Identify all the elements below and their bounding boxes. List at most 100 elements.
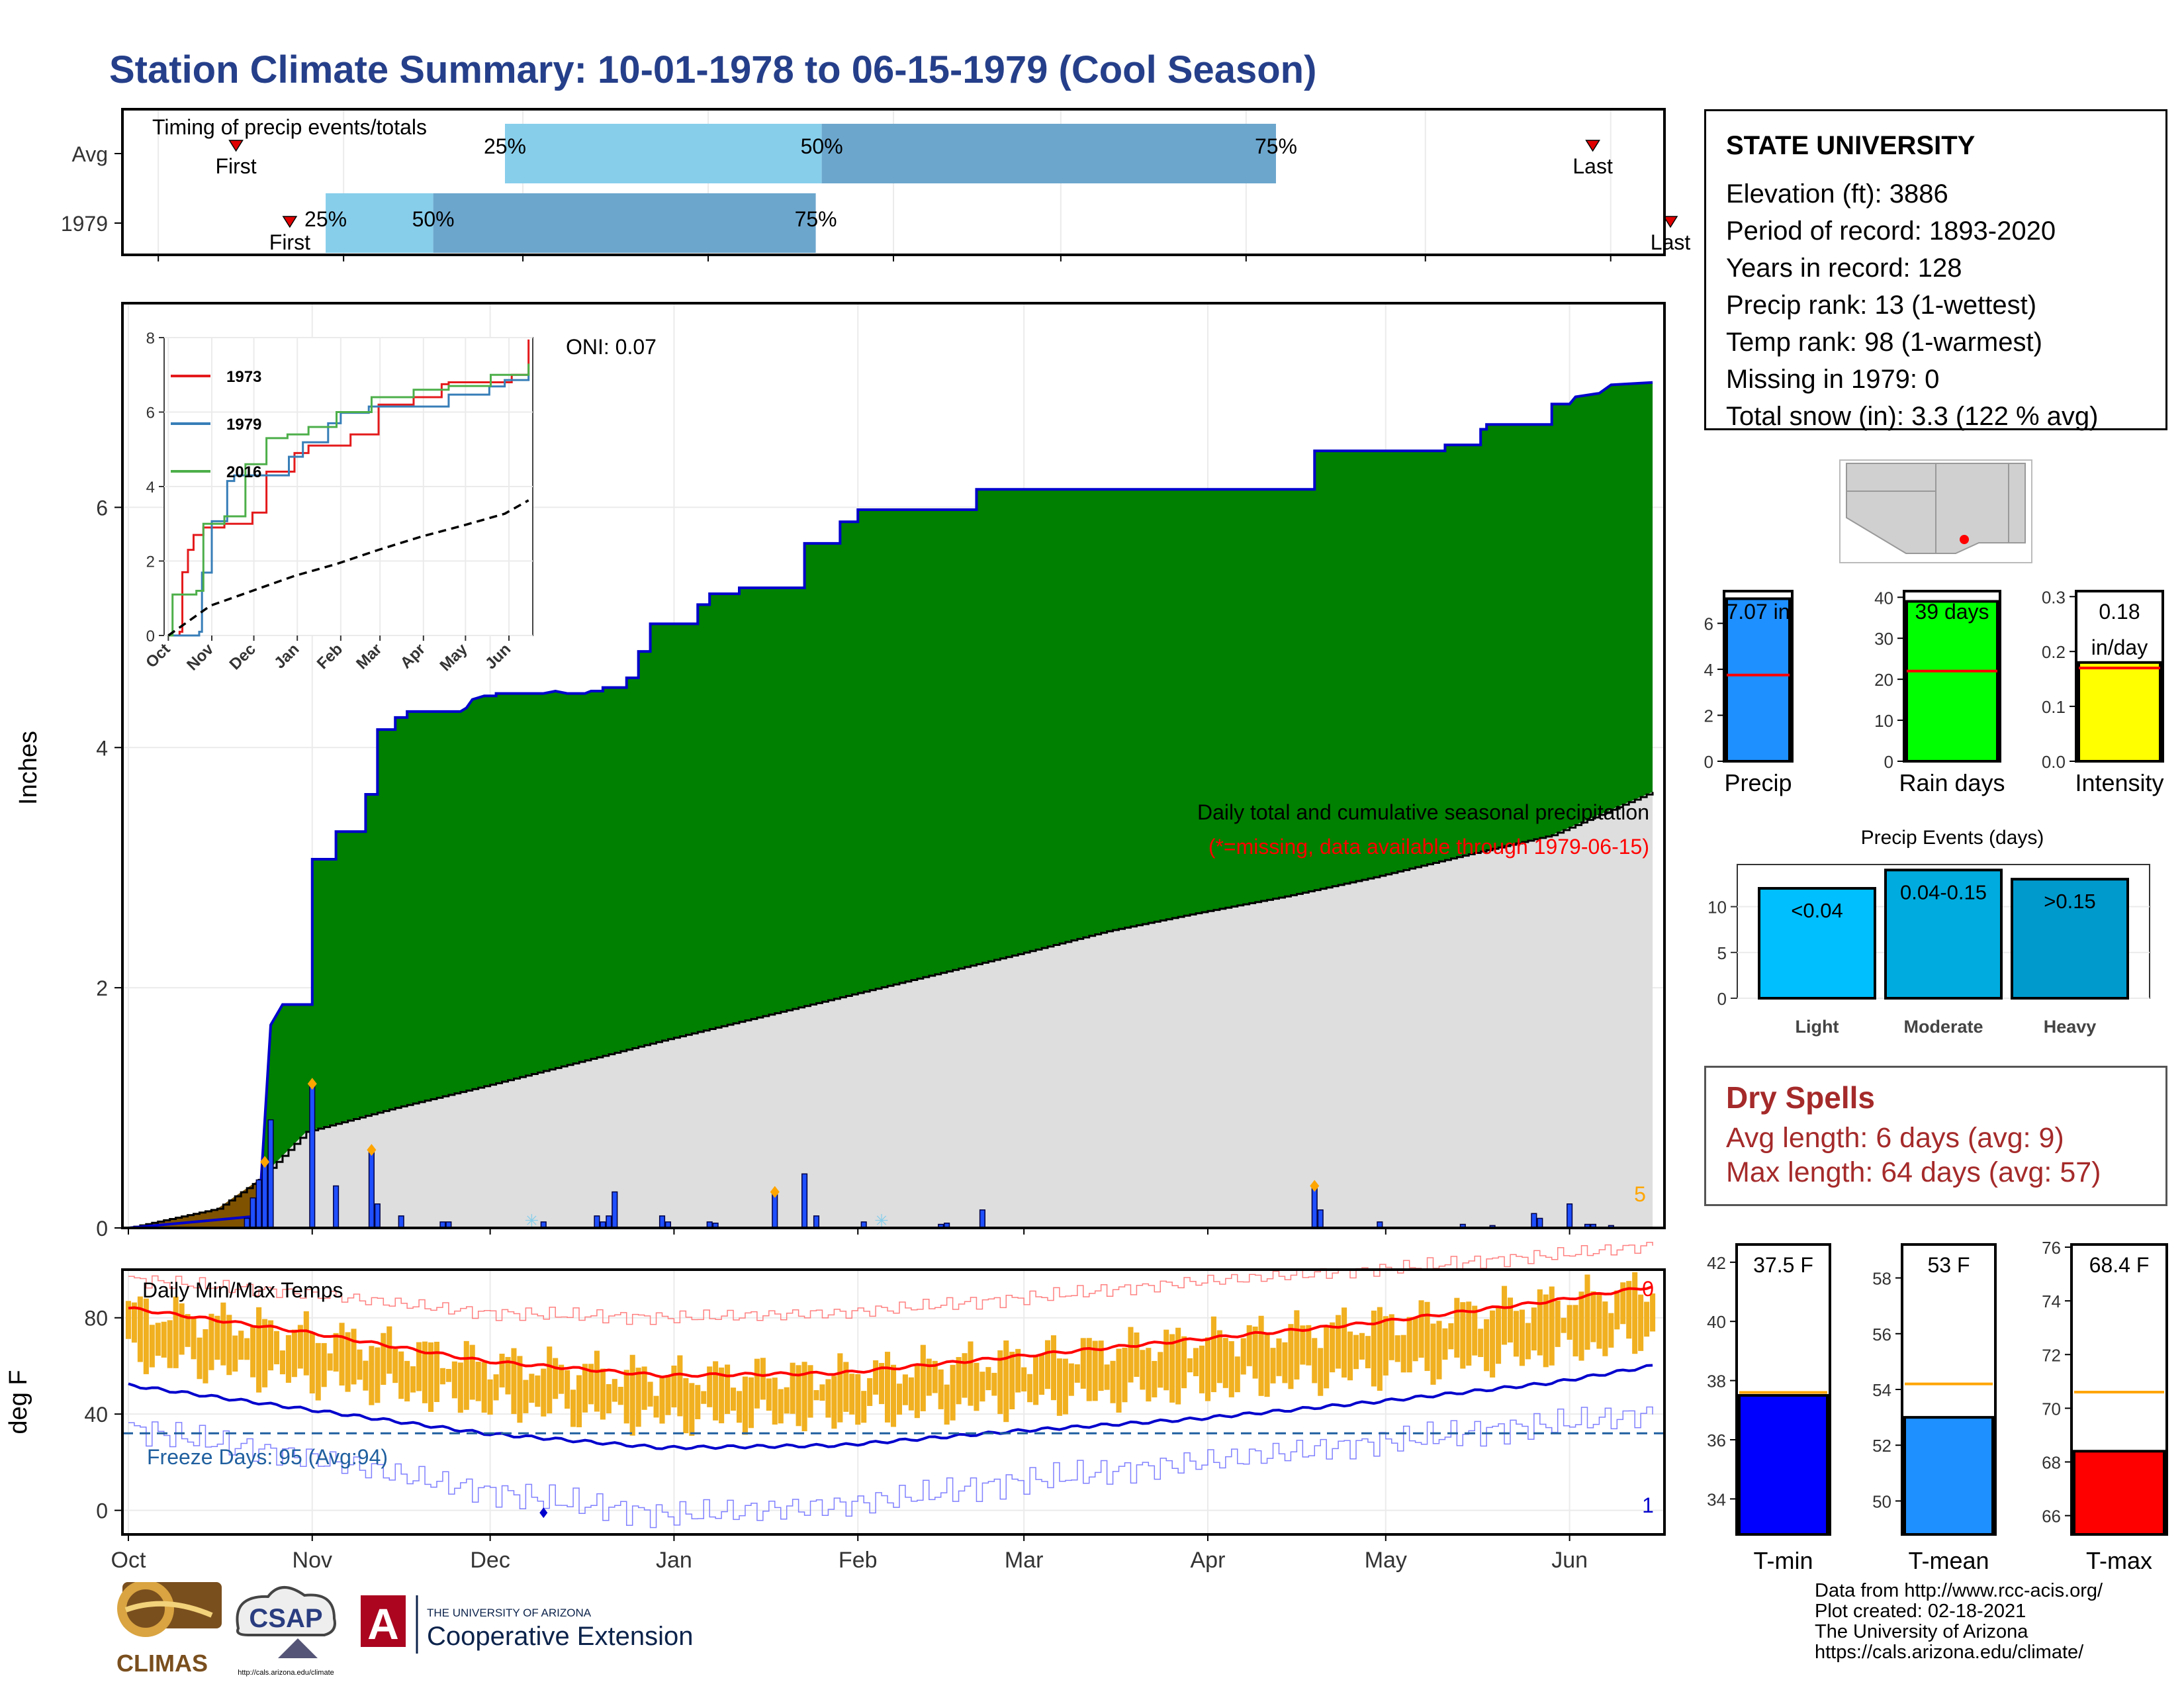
footer-university: The University of Arizona <box>1815 1621 2028 1642</box>
daily-temp-range-bar <box>617 1387 623 1405</box>
summary-y-tick-label: 0.0 <box>2042 752 2066 772</box>
daily-temp-range-bar <box>855 1374 861 1425</box>
daily-temp-range-bar <box>1400 1335 1406 1373</box>
events-y-tick-label: 0 <box>1717 989 1727 1009</box>
daily-temp-range-bar <box>742 1376 748 1435</box>
summary-y-tick-label: 66 <box>2042 1507 2061 1526</box>
daily-temp-range-bar <box>1234 1356 1240 1393</box>
station-location-map <box>1839 459 2032 563</box>
record-min-count: 1 <box>1642 1493 1654 1517</box>
daily-temp-range-bar <box>214 1315 220 1360</box>
daily-temp-range-bar <box>523 1380 529 1413</box>
temp-summary-bars: 34 36 38 40 42 37.5 F T-min 50 52 54 56 58 53 F T-mea… <box>1707 1238 2168 1574</box>
daily-precip-bar <box>261 1161 268 1229</box>
daily-temp-range-bar <box>760 1358 766 1400</box>
daily-temp-range-bar <box>268 1320 274 1371</box>
record-precip-marker <box>367 1144 377 1156</box>
precip-events-title: Precip Events (days) <box>1861 827 2044 849</box>
summary-y-tick-label: 54 <box>1872 1380 1891 1400</box>
daily-temp-range-bar <box>1300 1325 1306 1365</box>
precip-event-bar-2 <box>2011 878 2129 1000</box>
daily-precip-bar <box>594 1215 600 1229</box>
daily-temp-range-bar <box>1478 1329 1484 1357</box>
daily-temp-range-bar <box>801 1362 807 1432</box>
daily-temp-range-bar <box>179 1303 185 1355</box>
daily-temp-range-bar <box>873 1360 879 1395</box>
inset-average-line <box>167 499 529 637</box>
daily-temp-range-bar <box>387 1326 392 1374</box>
daily-temp-range-bar <box>1406 1317 1412 1373</box>
daily-temp-range-bar <box>890 1364 897 1427</box>
daily-temp-range-bar <box>553 1358 559 1399</box>
daily-precip-bar <box>1311 1185 1318 1229</box>
daily-temp-range-bar <box>861 1391 867 1423</box>
daily-temp-range-bar <box>428 1342 434 1412</box>
daily-temp-range-bar <box>1472 1305 1478 1356</box>
daily-temp-range-bar <box>1584 1274 1590 1350</box>
daily-temp-range-bar <box>1507 1297 1514 1343</box>
daily-temp-range-bar <box>125 1301 131 1339</box>
daily-temp-range-bar <box>1169 1334 1175 1403</box>
daily-temp-range-bar <box>547 1346 553 1414</box>
daily-temp-range-bar <box>938 1369 944 1409</box>
daily-temp-range-bar <box>262 1319 268 1387</box>
daily-precip-bar <box>333 1185 340 1229</box>
daily-temp-range-bar <box>641 1366 647 1410</box>
daily-temp-range-bar <box>1371 1310 1377 1387</box>
temperature-chart: 0 40 80 Oct Nov Dec Jan Feb Mar Apr May Jun Freeze D… <box>5 1241 1666 1573</box>
summary-category-label-2: T-max <box>2086 1547 2152 1574</box>
temp-title: Daily Min/Max Temps <box>142 1278 343 1302</box>
daily-temp-range-bar <box>1460 1302 1466 1369</box>
daily-temp-range-bar <box>1424 1301 1430 1372</box>
daily-temp-range-bar <box>1062 1358 1068 1415</box>
daily-temp-range-bar <box>398 1351 404 1399</box>
record-precip-marker <box>1310 1180 1320 1192</box>
daily-temp-range-bar <box>499 1353 505 1387</box>
summary-y-tick-label: 56 <box>1872 1325 1891 1344</box>
daily-precip-bar <box>659 1215 666 1229</box>
daily-temp-range-bar <box>1228 1341 1234 1397</box>
daily-temp-range-bar <box>707 1366 713 1407</box>
daily-temp-range-bar <box>754 1358 760 1409</box>
daily-temp-range-bar <box>511 1348 517 1415</box>
daily-temp-range-bar <box>410 1366 416 1393</box>
timing-first-marker <box>282 216 298 228</box>
daily-temp-range-bar <box>885 1352 891 1423</box>
inset-y-tick-label: 4 <box>146 479 155 496</box>
daily-temp-range-bar <box>1264 1334 1270 1397</box>
daily-temp-range-bar <box>1252 1327 1258 1379</box>
daily-temp-range-bar <box>629 1354 635 1436</box>
daily-temp-range-bar <box>303 1311 309 1376</box>
daily-temp-range-bar <box>713 1361 719 1421</box>
daily-temp-range-bar <box>1152 1360 1158 1397</box>
timing-label-25: 25% <box>484 134 526 158</box>
daily-temp-range-bar <box>1199 1345 1205 1393</box>
temp-x-tick-label: Dec <box>470 1548 510 1573</box>
avg-max-temp-line <box>128 1285 1653 1379</box>
daily-temp-range-bar <box>1110 1360 1116 1403</box>
daily-precip-bar <box>612 1191 618 1229</box>
daily-temp-range-bar <box>1015 1348 1021 1393</box>
daily-temp-range-bar <box>297 1325 303 1369</box>
freeze-days-label: Freeze Days: 95 (Avg:94) <box>147 1445 388 1469</box>
page-title: Station Climate Summary: 10-01-1978 to 0… <box>109 48 1317 91</box>
inset-y-tick-label: 6 <box>146 404 155 422</box>
precip-summary-bars: 0 2 4 6 7.07 in Precip 0 10 20 30 40 39 days Rain da… <box>1704 587 2164 796</box>
summary-y-tick-label: 50 <box>1872 1491 1891 1511</box>
daily-temp-range-bar <box>1359 1333 1365 1360</box>
daily-temp-range-bar <box>535 1375 541 1407</box>
daily-temp-range-bar <box>226 1315 232 1376</box>
timing-last-label: Last <box>1651 230 1691 254</box>
summary-y-tick-label: 10 <box>1874 711 1893 731</box>
station-elevation: Elevation (ft): 3886 <box>1726 179 1948 209</box>
daily-temp-range-bar <box>1276 1338 1282 1376</box>
daily-precip-bar <box>1317 1209 1324 1229</box>
daily-temp-range-bar <box>778 1389 784 1424</box>
daily-temp-range-bar <box>1294 1310 1300 1380</box>
daily-temp-range-bar <box>457 1362 463 1413</box>
inset-series-line-1979 <box>168 373 530 637</box>
record-max-line <box>128 1241 1653 1325</box>
daily-temp-range-bar <box>920 1344 926 1411</box>
daily-temp-range-bar <box>979 1372 985 1402</box>
